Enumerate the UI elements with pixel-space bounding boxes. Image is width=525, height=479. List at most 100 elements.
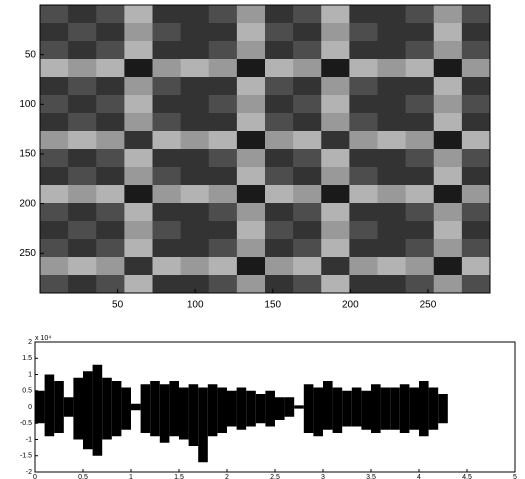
cell [40,41,69,60]
cell [434,221,463,240]
cell [209,59,238,78]
cell [462,95,491,114]
cell [378,41,407,60]
cell [209,41,238,60]
cell [321,77,350,96]
cell [40,203,69,222]
cell [321,59,350,78]
cell [406,95,435,114]
x-tick-label: 3.5 [366,474,376,479]
cell [40,59,69,78]
cell [349,149,378,168]
signal-envelope [304,384,314,433]
signal-envelope [179,388,189,440]
x-tick-label: 4 [417,474,421,479]
cell [462,239,491,258]
y-tick-label: 150 [19,149,36,160]
signal-envelope [438,394,448,423]
cell [40,149,69,168]
cell [349,59,378,78]
cell [434,203,463,222]
cell [181,239,210,258]
cell [434,185,463,204]
cell [96,257,125,276]
x-tick-label: 100 [187,300,204,311]
cell [406,59,435,78]
cell [462,167,491,186]
cell [68,131,97,150]
signal-envelope [73,378,83,440]
cell [124,257,153,276]
cell [96,149,125,168]
cell [293,113,322,132]
cell [434,23,463,42]
cell [68,113,97,132]
cell [181,257,210,276]
cell [265,149,294,168]
cell [181,221,210,240]
cell [349,23,378,42]
cell [293,41,322,60]
cell [68,185,97,204]
cell [237,41,266,60]
cell [349,203,378,222]
cell [406,203,435,222]
cell [321,149,350,168]
cell [265,77,294,96]
cell [378,59,407,78]
cell [321,257,350,276]
cell [40,239,69,258]
cell [406,113,435,132]
cell [209,95,238,114]
cell [462,275,491,294]
signal-envelope [121,388,131,430]
cell [40,23,69,42]
cell [406,41,435,60]
cell [124,149,153,168]
cell [96,275,125,294]
cell [209,131,238,150]
cell [153,149,182,168]
cell [181,149,210,168]
cell [96,5,125,24]
cell [96,131,125,150]
cell [153,185,182,204]
y-tick-label: -1 [26,436,32,443]
cell [181,113,210,132]
cell [462,23,491,42]
cell [124,221,153,240]
cell [265,239,294,258]
cell [406,5,435,24]
cell [124,185,153,204]
signal-envelope [141,384,151,433]
cell [124,41,153,60]
cell [293,221,322,240]
cell [434,113,463,132]
cell [406,221,435,240]
cell [406,185,435,204]
cell [293,275,322,294]
cell [462,77,491,96]
cell [40,275,69,294]
cell [124,203,153,222]
y-tick-label: -0.5 [20,420,32,427]
signal-envelope [361,391,371,430]
signal-envelope [54,381,64,433]
figure: 501001502002505010015020025000.511.522.5… [0,0,525,479]
cell [124,5,153,24]
cell [124,95,153,114]
cell [378,185,407,204]
cell [378,275,407,294]
cell [265,275,294,294]
cell [349,239,378,258]
cell [153,221,182,240]
cell [153,239,182,258]
cell [209,275,238,294]
cell [68,221,97,240]
cell [181,167,210,186]
cell [406,257,435,276]
cell [434,239,463,258]
cell [124,167,153,186]
cell [462,5,491,24]
cell [237,23,266,42]
